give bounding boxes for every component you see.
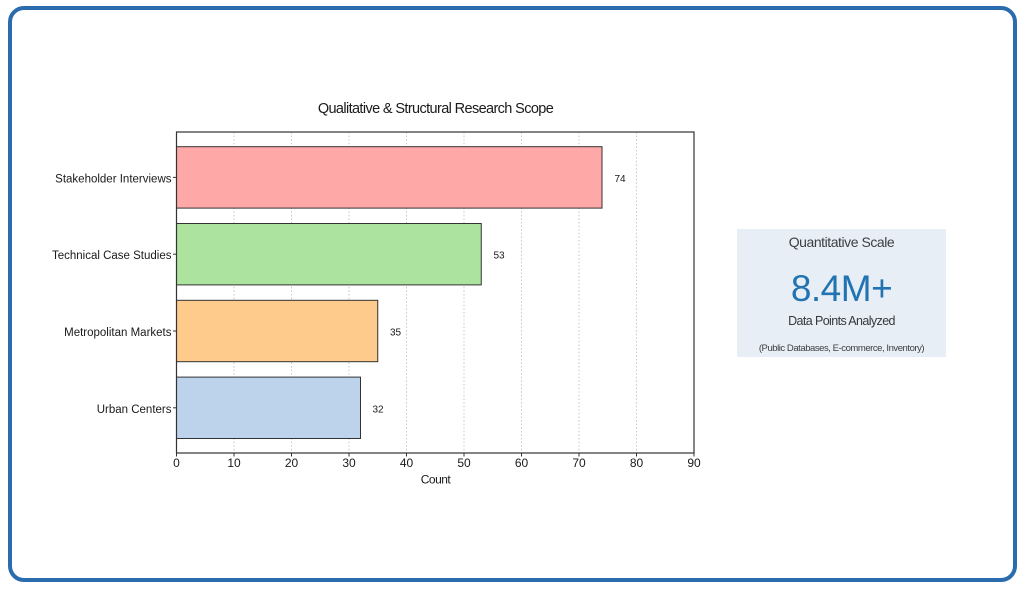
svg-text:10: 10 <box>227 456 241 470</box>
svg-text:Metropolitan Markets: Metropolitan Markets <box>64 327 172 339</box>
svg-text:50: 50 <box>457 456 471 470</box>
svg-text:0: 0 <box>173 456 180 470</box>
svg-text:32: 32 <box>373 404 385 415</box>
svg-text:20: 20 <box>285 456 299 470</box>
svg-text:Count: Count <box>421 473 452 487</box>
svg-text:60: 60 <box>515 456 529 470</box>
svg-text:40: 40 <box>400 456 414 470</box>
svg-text:Technical Case Studies: Technical Case Studies <box>52 250 172 262</box>
svg-text:80: 80 <box>630 456 644 470</box>
svg-text:30: 30 <box>342 456 356 470</box>
svg-text:35: 35 <box>390 328 402 339</box>
svg-text:Qualitative & Structural Resea: Qualitative & Structural Research Scope <box>318 101 554 117</box>
svg-text:74: 74 <box>615 174 627 185</box>
svg-text:Stakeholder Interviews: Stakeholder Interviews <box>55 173 172 185</box>
svg-text:70: 70 <box>572 456 586 470</box>
svg-text:Urban Centers: Urban Centers <box>97 404 172 416</box>
svg-text:90: 90 <box>687 456 701 470</box>
svg-text:53: 53 <box>494 251 506 262</box>
